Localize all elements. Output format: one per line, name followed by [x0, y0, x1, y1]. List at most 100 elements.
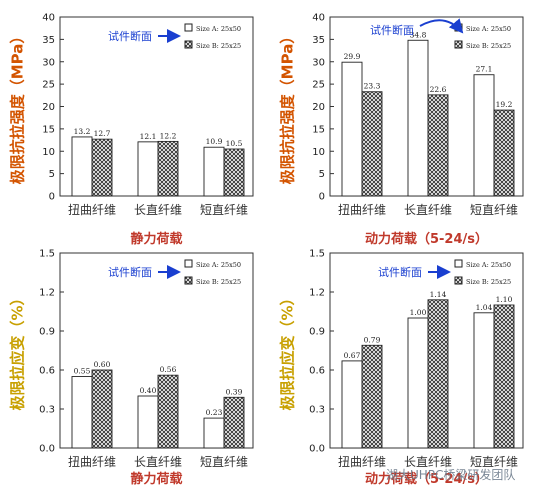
chart-1-bar-size-b — [223, 148, 245, 197]
chart-2-ylabel: 极限抗拉强度（MPa） — [279, 29, 297, 185]
chart-1-ylabel: 极限抗拉强度（MPa） — [9, 29, 27, 185]
chart-4-bar-size-b — [493, 304, 515, 449]
chart-3-ytick-label: 1.2 — [39, 288, 55, 299]
chart-4-bar-size-a — [473, 312, 495, 449]
chart-2-data-label: 29.9 — [344, 52, 361, 61]
chart-2-ytick-label: 20 — [312, 102, 325, 113]
chart-4-annotation: 试件断面 — [378, 265, 422, 279]
chart-3-data-label: 0.55 — [74, 367, 91, 376]
chart-3-bar-size-b — [91, 369, 113, 449]
chart-2-ytick-label: 35 — [312, 35, 325, 46]
chart-2-data-label: 22.6 — [430, 85, 447, 94]
chart-1-legend-swatch-a — [184, 23, 193, 32]
chart-3-legend-swatch-b — [184, 276, 193, 285]
chart-3-data-label: 0.56 — [160, 365, 177, 374]
chart-2-ytick-label: 10 — [312, 147, 325, 158]
chart-1-ytick-label: 0 — [49, 192, 55, 203]
chart-4-data-label: 0.79 — [364, 335, 381, 344]
chart-1-bar-size-a — [71, 136, 93, 197]
chart-4-data-label: 1.14 — [430, 290, 447, 299]
chart-4-legend-label-a: Size A: 25x50 — [466, 261, 511, 269]
chart-4-bar-size-a — [341, 360, 363, 449]
chart-3-data-label: 0.60 — [94, 360, 111, 369]
chart-2-legend-swatch-b — [454, 40, 463, 49]
chart-2-bar-size-a — [407, 39, 429, 197]
chart-2-annotation: 试件断面 — [370, 23, 414, 37]
chart-3-legend-label-b: Size B: 25x25 — [196, 278, 241, 286]
chart-4-data-label: 1.04 — [476, 303, 493, 312]
chart-4-xtick-label: 短直纤维 — [470, 455, 518, 469]
chart-3-title: 静力荷载 — [130, 471, 182, 487]
watermark: 湖大UHPC桥梁研发团队 — [386, 468, 516, 482]
chart-4-ylabel: 极限拉应变（%） — [279, 290, 297, 410]
chart-1-bar-size-b — [91, 138, 113, 197]
chart-4-ytick-label: 1.2 — [309, 288, 325, 299]
chart-4-data-label: 1.10 — [496, 295, 513, 304]
chart-2-data-label: 27.1 — [476, 65, 493, 74]
chart-2-ytick-label: 15 — [312, 124, 325, 135]
chart-3-ytick-label: 0.6 — [39, 366, 55, 377]
chart-3-data-label: 0.23 — [206, 408, 223, 417]
chart-1-ytick-label: 10 — [42, 147, 55, 158]
chart-3-bar-size-b — [157, 374, 179, 449]
chart-2-xtick-label: 短直纤维 — [470, 203, 518, 217]
chart-3-ytick-label: 1.5 — [39, 249, 55, 260]
chart-3-ytick-label: 0.0 — [39, 444, 55, 455]
chart-2-legend-label-b: Size B: 25x25 — [466, 42, 511, 50]
chart-4-ytick-label: 0.3 — [309, 405, 325, 416]
chart-4-xtick-label: 扭曲纤维 — [338, 455, 386, 469]
chart-3-xtick-label: 扭曲纤维 — [68, 455, 116, 469]
chart-3-legend-swatch-a — [184, 259, 193, 268]
chart-4-legend-swatch-a — [454, 259, 463, 268]
chart-2-xtick-label: 扭曲纤维 — [338, 203, 386, 217]
chart-1-legend-label-b: Size B: 25x25 — [196, 42, 241, 50]
chart-4-data-label: 0.67 — [344, 351, 361, 360]
chart-1-legend-label-a: Size A: 25x50 — [196, 25, 241, 33]
chart-1-legend-swatch-b — [184, 40, 193, 49]
chart-1-annotation: 试件断面 — [108, 29, 152, 43]
chart-3-annotation: 试件断面 — [108, 265, 152, 279]
chart-1-ytick-label: 30 — [42, 57, 55, 68]
chart-3-data-label: 0.40 — [140, 386, 157, 395]
chart-1-xtick-label: 扭曲纤维 — [68, 203, 116, 217]
chart-2-ytick-label: 0 — [319, 192, 325, 203]
chart-2-xtick-label: 长直纤维 — [404, 203, 452, 217]
chart-3-bar-size-b — [223, 396, 245, 449]
chart-4-legend-swatch-b — [454, 276, 463, 285]
chart-2-bar-size-b — [427, 94, 449, 197]
chart-3-bar-size-a — [203, 417, 225, 449]
chart-3-legend-label-a: Size A: 25x50 — [196, 261, 241, 269]
chart-1-ytick-label: 15 — [42, 124, 55, 135]
chart-3-ylabel: 极限拉应变（%） — [9, 290, 27, 410]
chart-4-data-label: 1.00 — [410, 308, 427, 317]
chart-1-data-label: 10.9 — [206, 137, 223, 146]
chart-1-xtick-label: 短直纤维 — [200, 203, 248, 217]
chart-1-title: 静力荷载 — [130, 231, 182, 247]
chart-4-ytick-label: 1.5 — [309, 249, 325, 260]
chart-2-ytick-label: 25 — [312, 80, 325, 91]
chart-2-annotation-arrow — [419, 18, 464, 34]
chart-4-xtick-label: 长直纤维 — [404, 455, 452, 469]
chart-1-ytick-label: 20 — [42, 102, 55, 113]
chart-2-data-label: 23.3 — [364, 82, 381, 91]
chart-4-bar-size-b — [361, 344, 383, 449]
chart-2-ytick-label: 40 — [312, 13, 325, 24]
chart-2-ytick-label: 5 — [319, 169, 325, 180]
chart-2-bar-size-b — [493, 109, 515, 197]
chart-3-bar-size-a — [137, 395, 159, 449]
chart-1-ytick-label: 35 — [42, 35, 55, 46]
chart-1-xtick-label: 长直纤维 — [134, 203, 182, 217]
chart-1-bar-size-a — [137, 141, 159, 197]
chart-3-ytick-label: 0.3 — [39, 405, 55, 416]
chart-4-title: 动力荷载（5-24/s） — [365, 471, 488, 487]
chart-1-data-label: 13.2 — [74, 127, 91, 136]
chart-3-ytick-label: 0.9 — [39, 327, 55, 338]
chart-1-data-label: 10.5 — [226, 139, 243, 148]
chart-3-bar-size-a — [71, 376, 93, 449]
chart-2-data-label: 34.8 — [410, 30, 427, 39]
chart-1-bar-size-a — [203, 146, 225, 197]
chart-1-ytick-label: 5 — [49, 169, 55, 180]
chart-2-title: 动力荷载（5-24/s） — [365, 231, 488, 247]
chart-4-legend-label-b: Size B: 25x25 — [466, 278, 511, 286]
